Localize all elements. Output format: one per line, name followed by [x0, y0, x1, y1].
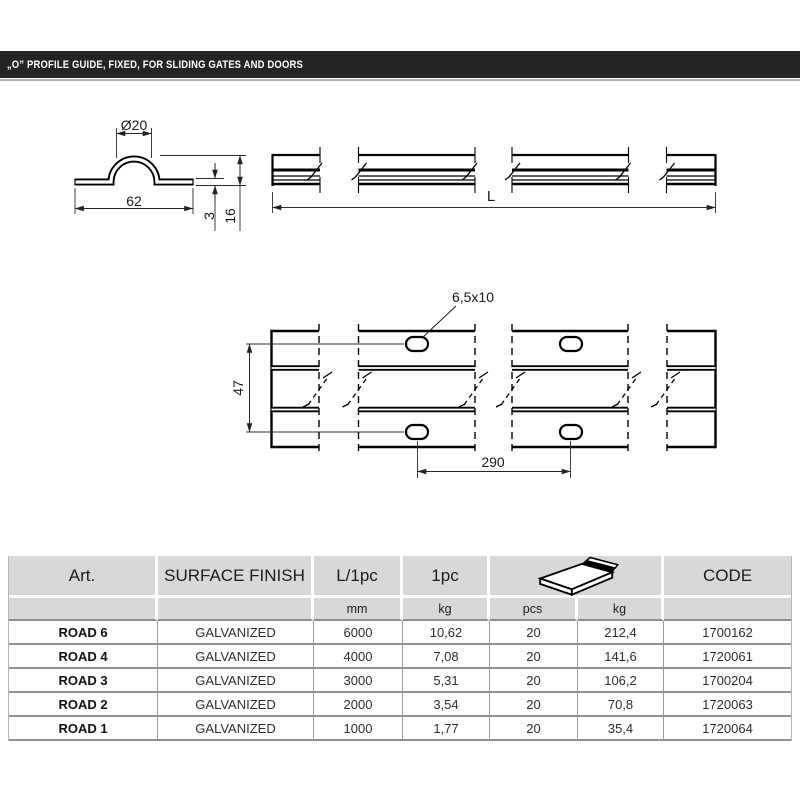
col-header-one-pc: 1pc	[403, 556, 490, 598]
dim-label-hole-pitch: 290	[481, 453, 505, 470]
cell-surface-finish: GALVANIZED	[158, 669, 314, 693]
cell-length: 6000	[314, 621, 403, 645]
cell-length: 3000	[314, 669, 403, 693]
unit-cell-empty	[158, 598, 314, 621]
unit-cell-pack-qty: pcs	[490, 598, 578, 621]
col-header-surface-finish: SURFACE FINISH	[158, 556, 314, 598]
cell-art: ROAD 2	[9, 693, 158, 717]
dim-label-hole-size: 6,5x10	[451, 288, 495, 305]
cell-art: ROAD 6	[9, 621, 158, 645]
page-title: „O” PROFILE GUIDE, FIXED, FOR SLIDING GA…	[6, 58, 303, 71]
col-header-length: L/1pc	[314, 556, 403, 598]
unit-cell-empty	[9, 598, 158, 621]
product-table: Art. SURFACE FINISH L/1pc 1pc CODE mm kg…	[8, 556, 792, 741]
cell-code: 1700162	[664, 621, 791, 645]
cell-surface-finish: GALVANIZED	[158, 621, 314, 645]
cell-weight: 7,08	[403, 645, 490, 669]
col-header-code: CODE	[664, 556, 791, 598]
dim-label-width: 62	[126, 192, 142, 209]
cell-code: 1720063	[664, 693, 791, 717]
cell-length: 1000	[314, 717, 403, 741]
cell-pack-kg: 106,2	[578, 669, 664, 693]
package-icon	[536, 556, 619, 596]
cell-pack-pcs: 20	[490, 669, 578, 693]
side-view-drawing	[271, 147, 717, 213]
unit-cell-empty	[664, 598, 791, 621]
cell-pack-kg: 35,4	[578, 717, 664, 741]
cell-pack-kg: 141,6	[578, 645, 664, 669]
cell-code: 1700204	[664, 669, 791, 693]
cell-art: ROAD 3	[9, 669, 158, 693]
unit-cell-pack-weight: kg	[578, 598, 664, 621]
dim-label-length: L	[486, 188, 496, 205]
cell-length: 4000	[314, 645, 403, 669]
cell-weight: 5,31	[403, 669, 490, 693]
dim-label-diameter: Ø20	[120, 116, 148, 133]
cell-pack-pcs: 20	[490, 645, 578, 669]
unit-cell-length: mm	[314, 598, 403, 621]
cell-weight: 1,77	[403, 717, 490, 741]
cell-surface-finish: GALVANIZED	[158, 645, 314, 669]
col-header-package	[490, 556, 664, 598]
cell-code: 1720061	[664, 645, 791, 669]
cell-pack-pcs: 20	[490, 621, 578, 645]
cell-art: ROAD 4	[9, 645, 158, 669]
title-bar: „O” PROFILE GUIDE, FIXED, FOR SLIDING GA…	[0, 51, 800, 78]
cell-pack-pcs: 20	[490, 693, 578, 717]
cell-weight: 3,54	[403, 693, 490, 717]
cell-pack-kg: 70,8	[578, 693, 664, 717]
dim-label-hole-row-spacing: 47	[230, 380, 246, 396]
col-header-art: Art.	[9, 556, 158, 598]
cell-weight: 10,62	[403, 621, 490, 645]
dim-label-height: 16	[222, 208, 238, 224]
cell-pack-kg: 212,4	[578, 621, 664, 645]
cell-pack-pcs: 20	[490, 717, 578, 741]
cell-length: 2000	[314, 693, 403, 717]
cell-code: 1720064	[664, 717, 791, 741]
plan-view-drawing	[246, 305, 717, 478]
unit-cell-one-pc: kg	[403, 598, 490, 621]
cell-art: ROAD 1	[9, 717, 158, 741]
cell-surface-finish: GALVANIZED	[158, 693, 314, 717]
cross-section-drawing	[74, 128, 246, 231]
cell-surface-finish: GALVANIZED	[158, 717, 314, 741]
title-underline	[0, 79, 800, 81]
